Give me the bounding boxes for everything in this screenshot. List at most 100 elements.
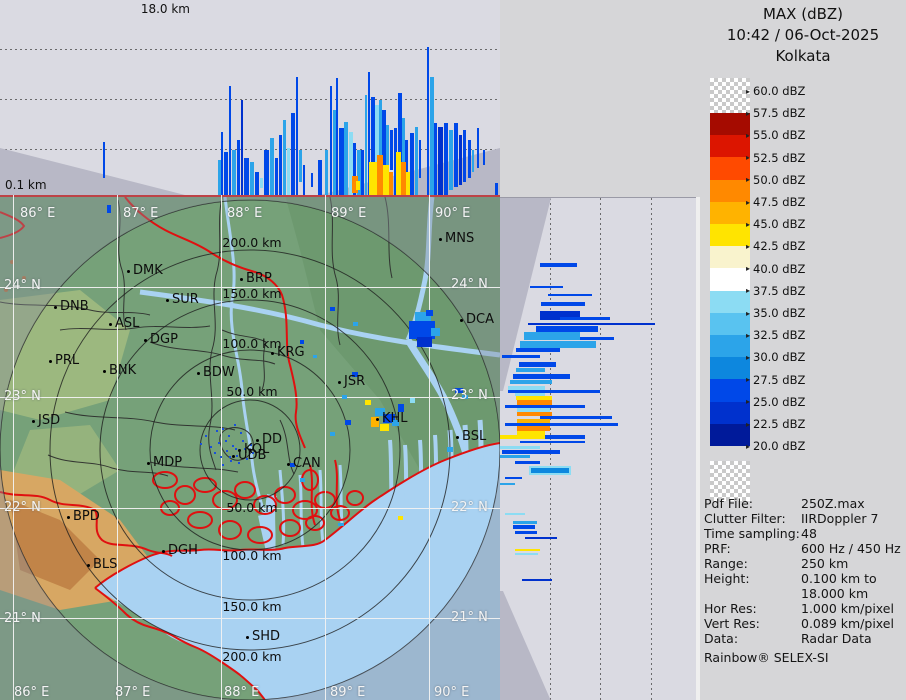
info-row: Height: 0.100 km to (704, 571, 904, 586)
echo-column (449, 130, 453, 190)
top-panel-gridline (0, 99, 500, 100)
side-height-profile-panel (500, 197, 696, 700)
echo-cell (330, 307, 335, 311)
city-marker-jsd (32, 420, 35, 423)
radar-station-name: Kolkata (775, 47, 831, 65)
echo-row (528, 323, 655, 325)
echo-row (515, 553, 538, 555)
max-height-label: 18.0 km (140, 2, 190, 16)
echo-column (419, 140, 421, 178)
below-threshold-swatch (710, 461, 750, 501)
echo-cell (383, 414, 395, 423)
ground-clutter (200, 424, 254, 466)
echo-cell (392, 420, 399, 426)
echo-row (517, 431, 545, 435)
scale-label: 50.0 dBZ (746, 173, 805, 187)
scale-label: 52.5 dBZ (746, 151, 805, 165)
echo-row (541, 302, 585, 306)
echo-column (377, 155, 383, 195)
echo-column (371, 97, 375, 195)
echo-column (237, 140, 240, 195)
echo-row (524, 332, 580, 340)
range-ring-label: 200.0 km (222, 649, 282, 664)
range-ring-label: 150.0 km (222, 286, 282, 301)
scale-label: 42.5 dBZ (746, 239, 805, 253)
city-marker-jsr (338, 381, 341, 384)
echo-column (390, 130, 393, 170)
echo-column (299, 150, 302, 182)
scale-swatch (710, 401, 750, 424)
scale-label: 55.0 dBZ (746, 128, 805, 142)
echo-row (513, 374, 570, 379)
echo-column (368, 72, 370, 195)
clutter-dot (246, 458, 248, 460)
city-marker-brp (240, 278, 243, 281)
echo-row (536, 326, 598, 332)
echo-column (287, 148, 290, 195)
echo-cell (365, 400, 371, 405)
beam-blockage-wedge-top (500, 198, 551, 391)
city-marker-bdw (197, 372, 200, 375)
echo-row (515, 549, 540, 551)
info-value: IIRDoppler 7 (801, 511, 879, 526)
city-marker-sur (166, 299, 169, 302)
echo-column (260, 178, 263, 188)
scale-label: 35.0 dBZ (746, 306, 805, 320)
echo-row (516, 348, 560, 352)
scale-label: 47.5 dBZ (746, 195, 805, 209)
echo-row (516, 396, 552, 400)
top-panel-gridline (0, 149, 500, 150)
city-marker-can (287, 463, 290, 466)
echo-cell (398, 516, 403, 520)
echo-cell (330, 432, 335, 436)
echo-cell (380, 424, 389, 431)
echo-column (255, 172, 259, 195)
echo-cell (462, 395, 468, 399)
city-marker-mdp (147, 462, 150, 465)
scale-label: 37.5 dBZ (746, 284, 805, 298)
echo-cell (353, 322, 358, 326)
clutter-dot (234, 424, 236, 426)
clutter-dot (222, 428, 224, 430)
range-ring-label: 50.0 km (226, 500, 278, 515)
echo-column (410, 133, 414, 195)
info-label: Hor Res: (704, 601, 757, 616)
info-row: Time sampling: 48 (704, 526, 904, 541)
side-profile-echoes (500, 263, 655, 581)
scale-swatch (710, 201, 750, 224)
sea-bay-of-bengal (95, 443, 500, 700)
echo-cell (398, 404, 404, 412)
scale-label: 32.5 dBZ (746, 328, 805, 342)
product-timestamp: 10:42 / 06-Oct-2025 (726, 26, 880, 44)
info-row: Pdf File: 250Z.max (704, 496, 904, 511)
info-label (704, 586, 801, 601)
scale-swatch (710, 246, 750, 269)
terrain-hills-dark (10, 500, 100, 590)
radar-site-marker (248, 448, 252, 452)
echo-column (472, 150, 474, 172)
side-panel-gridline (600, 198, 601, 700)
echo-column (291, 113, 295, 195)
echo-column (250, 162, 254, 195)
info-label: Height: (704, 571, 750, 586)
echo-column (454, 123, 458, 187)
city-marker-khl (376, 418, 379, 421)
scale-swatch (710, 357, 750, 380)
clutter-dot (244, 448, 246, 450)
info-row: Range: 250 km (704, 556, 904, 571)
echo-column (444, 123, 448, 195)
echo-column (356, 181, 360, 190)
range-ring-label: 150.0 km (222, 599, 282, 614)
echo-column (241, 100, 243, 195)
echo-column (386, 125, 389, 195)
software-name: Rainbow® SELEX-SI (704, 650, 829, 665)
scale-label: 27.5 dBZ (746, 373, 805, 387)
scale-label: 30.0 dBZ (746, 350, 805, 364)
scale-label: 60.0 dBZ (746, 84, 805, 98)
radar-map-canvas (0, 195, 501, 700)
terrain-spot (22, 276, 26, 280)
echo-column (339, 128, 344, 195)
info-value: Radar Data (801, 631, 872, 646)
clutter-dot (250, 444, 252, 446)
info-row: Hor Res: 1.000 km/pixel (704, 601, 904, 616)
